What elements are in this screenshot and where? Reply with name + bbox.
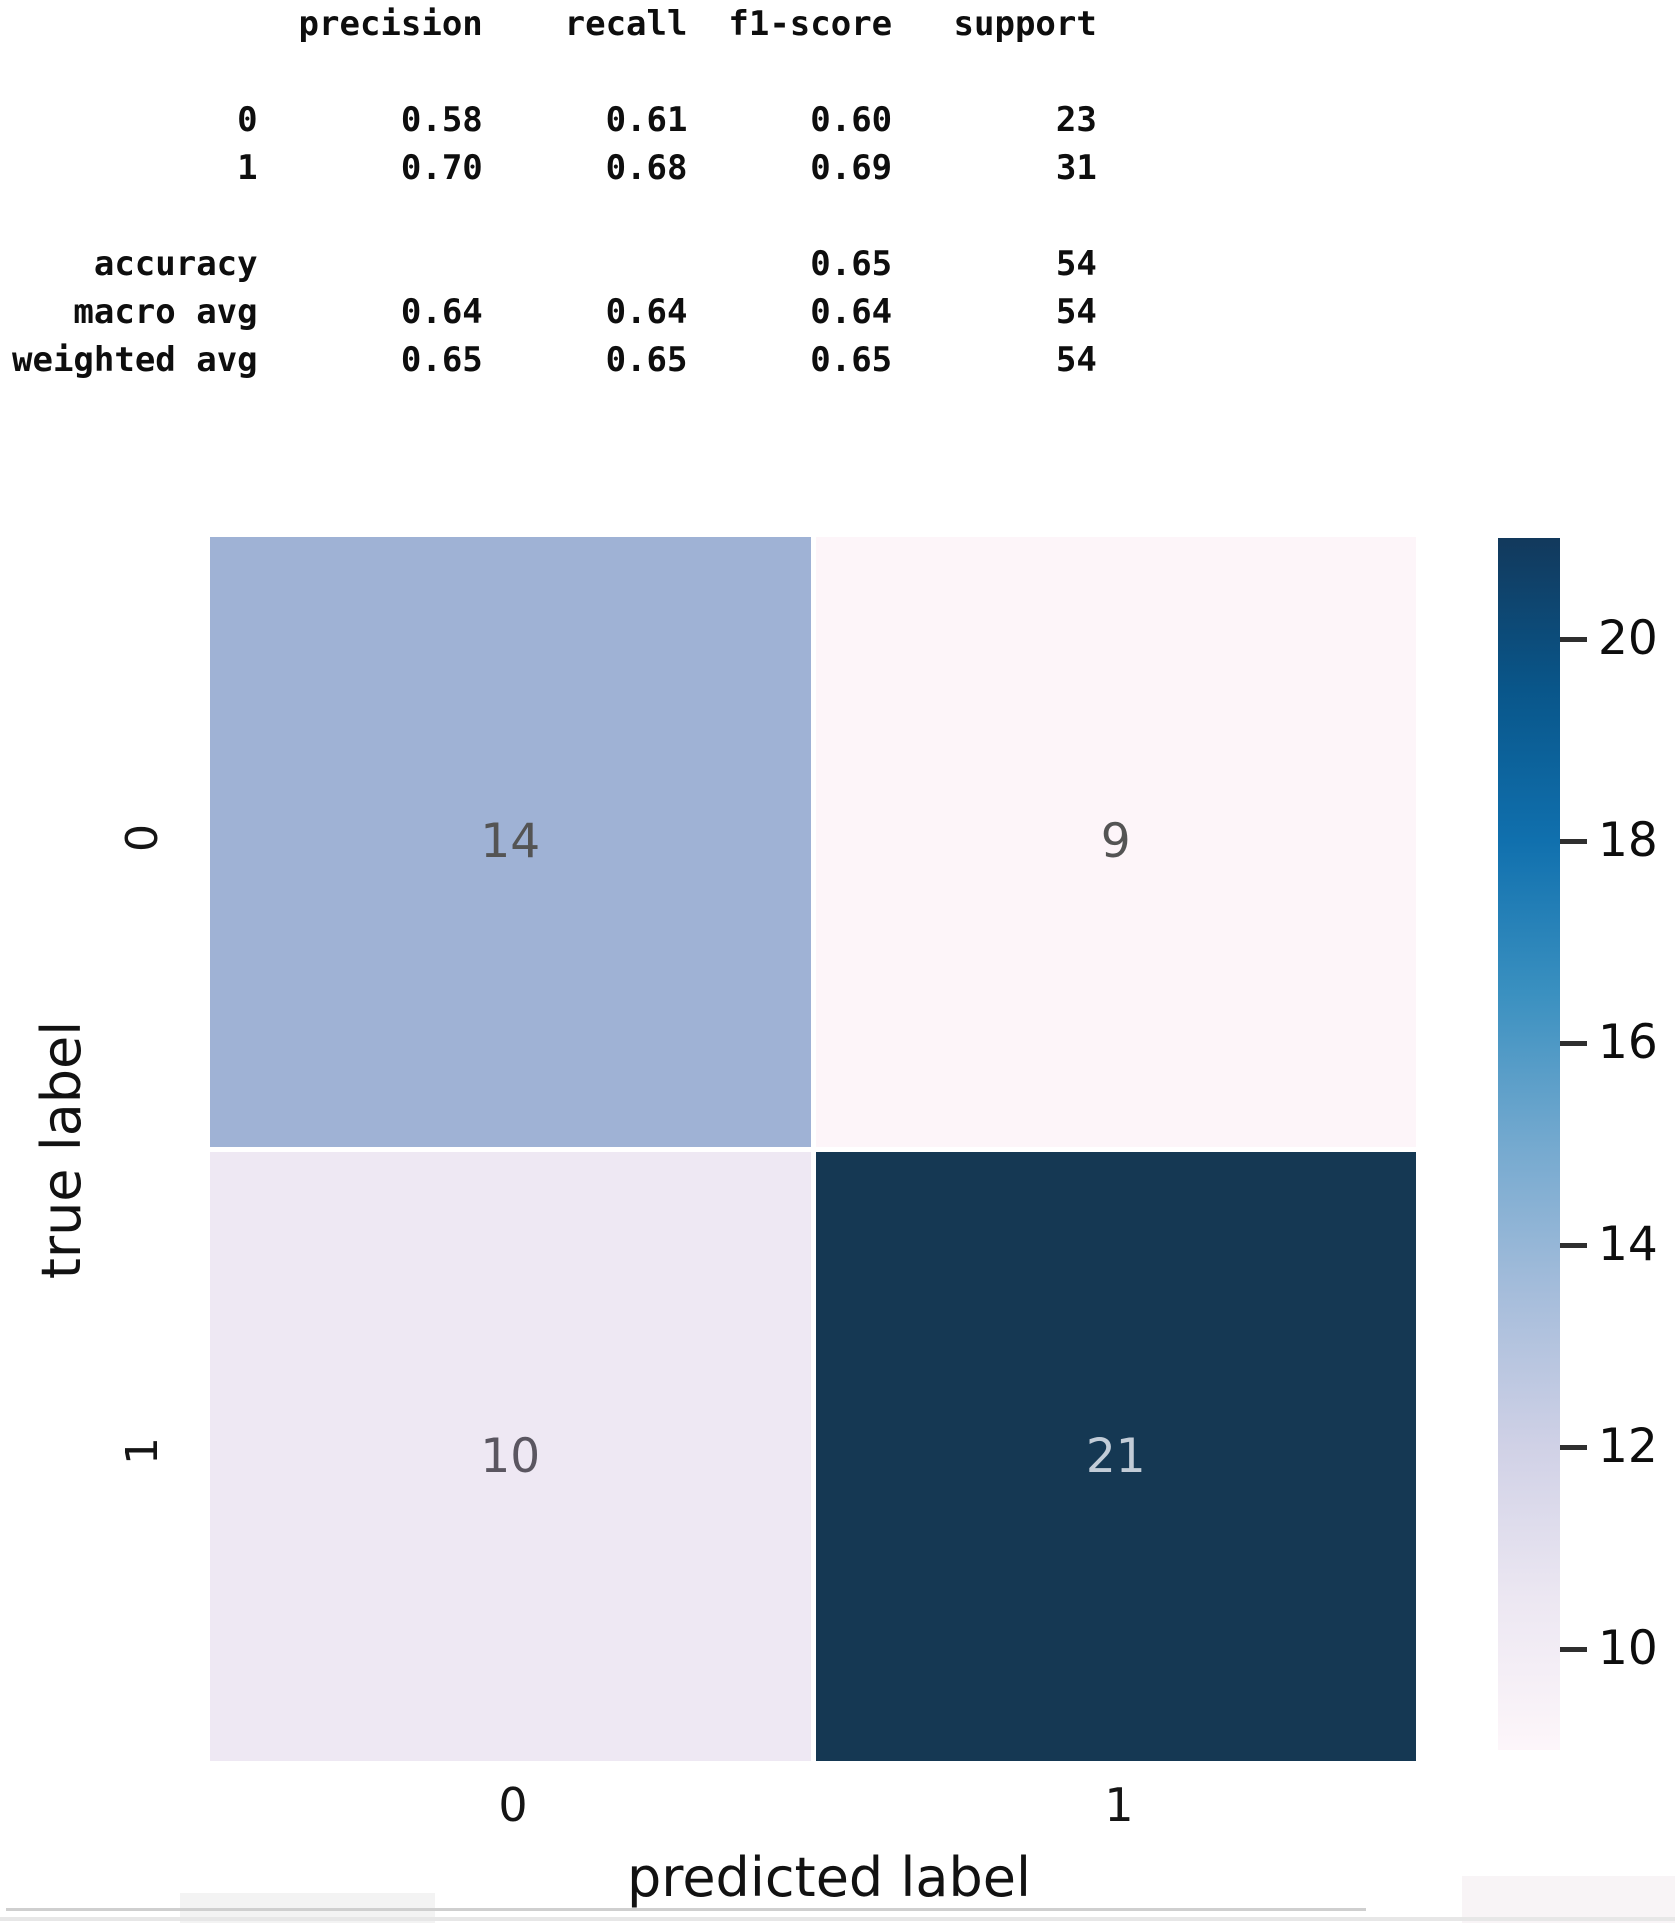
report-header-blank <box>12 0 258 48</box>
matrix-cell-0-0: 14 <box>210 537 811 1147</box>
classification-report: precision recall f1-score support 0 0.58… <box>12 0 1097 384</box>
colorbar-tick <box>1560 1445 1587 1450</box>
report-cell: 0.58 <box>400 100 483 140</box>
report-cell: weighted avg <box>12 340 258 380</box>
scan-artifact-right <box>1462 1876 1675 1923</box>
y-tick-1: 1 <box>117 1437 168 1465</box>
report-cell: macro avg <box>73 292 258 332</box>
scan-artifact-line-2 <box>0 1917 1675 1921</box>
report-cell: 54 <box>1055 244 1097 284</box>
report-cell: 23 <box>1055 100 1097 140</box>
report-cell: 54 <box>1055 292 1097 332</box>
report-cell: 0.65 <box>810 244 893 284</box>
colorbar-tick-label: 14 <box>1598 1217 1658 1272</box>
scan-artifact-line <box>6 1908 1366 1911</box>
confusion-matrix-heatmap: 14 9 10 21 <box>210 537 1416 1761</box>
report-cell: 0 <box>237 100 258 140</box>
report-cell: 0.65 <box>810 340 893 380</box>
colorbar-gradient <box>1498 538 1560 1750</box>
report-header-f1-score: f1-score <box>728 4 893 44</box>
colorbar-tick <box>1560 1243 1587 1248</box>
colorbar-tick <box>1560 1041 1587 1046</box>
colorbar-tick <box>1560 1647 1587 1652</box>
report-cell: 0.64 <box>605 292 688 332</box>
x-axis-label: predicted label <box>627 1846 1031 1909</box>
matrix-cell-0-1: 9 <box>815 537 1416 1147</box>
report-cell: 0.61 <box>605 100 688 140</box>
colorbar-tick-label: 16 <box>1598 1015 1658 1070</box>
report-cell: accuracy <box>93 244 258 284</box>
colorbar-tick <box>1560 839 1587 844</box>
matrix-cell-1-1: 21 <box>815 1151 1416 1761</box>
report-header-recall: recall <box>564 4 688 44</box>
report-cell: 54 <box>1055 340 1097 380</box>
x-tick-0: 0 <box>498 1778 528 1832</box>
report-cell: 31 <box>1055 148 1097 188</box>
report-cell: 0.68 <box>605 148 688 188</box>
y-tick-0: 0 <box>117 824 168 852</box>
report-cell: 0.65 <box>400 340 483 380</box>
report-spacer <box>12 48 1097 96</box>
colorbar-area: 20 18 16 14 12 10 <box>1498 538 1658 1750</box>
colorbar-tick-label: 10 <box>1598 1621 1658 1676</box>
report-row-accuracy: accuracy 0.65 54 <box>12 240 1097 288</box>
report-cell: 0.60 <box>810 100 893 140</box>
report-cell: 0.64 <box>400 292 483 332</box>
report-row-macro-avg: macro avg 0.64 0.64 0.64 54 <box>12 288 1097 336</box>
colorbar-tick <box>1560 637 1587 642</box>
report-row-weighted-avg: weighted avg 0.65 0.65 0.65 54 <box>12 336 1097 384</box>
report-cell: 1 <box>237 148 258 188</box>
report-cell: 0.70 <box>400 148 483 188</box>
x-tick-1: 1 <box>1104 1778 1134 1832</box>
report-header-row: precision recall f1-score support <box>12 0 1097 48</box>
report-cell: 0.65 <box>605 340 688 380</box>
y-axis-label: true label <box>30 1020 93 1280</box>
report-row-class-1: 1 0.70 0.68 0.69 31 <box>12 144 1097 192</box>
report-cell: 0.69 <box>810 148 893 188</box>
colorbar-tick-label: 20 <box>1598 611 1658 666</box>
colorbar-tick-label: 12 <box>1598 1419 1658 1474</box>
report-cell <box>258 240 483 288</box>
report-header-support: support <box>953 4 1097 44</box>
report-header-precision: precision <box>298 4 483 44</box>
report-cell <box>483 240 688 288</box>
colorbar-tick-label: 18 <box>1598 813 1658 868</box>
matrix-cell-1-0: 10 <box>210 1151 811 1761</box>
report-row-class-0: 0 0.58 0.61 0.60 23 <box>12 96 1097 144</box>
report-spacer <box>12 192 1097 240</box>
report-cell: 0.64 <box>810 292 893 332</box>
